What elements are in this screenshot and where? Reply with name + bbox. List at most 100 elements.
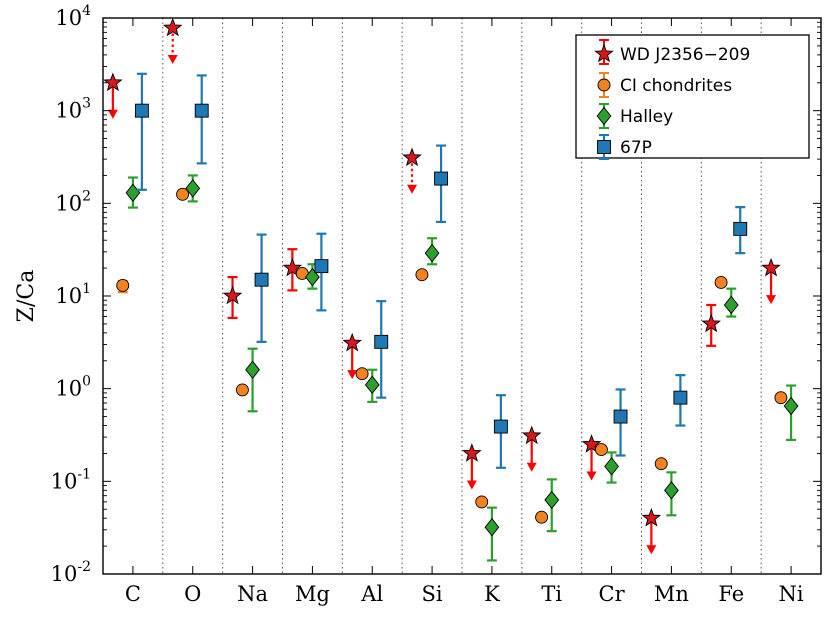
legend-entry: Halley [596,103,673,129]
y-tick-label: 10-1 [51,466,91,493]
data-point [761,257,781,305]
data-point [613,388,628,457]
data-point [664,471,679,517]
marker-star [641,507,662,527]
marker-diamond [245,360,260,379]
data-point [103,72,123,119]
marker-diamond [664,481,679,500]
upper-limit-arrow-head [466,480,477,490]
marker-star [581,434,602,453]
legend-entry: WD J2356−209 [594,39,750,65]
y-tick-label: 104 [55,3,91,30]
data-point [783,384,799,441]
data-point [342,332,362,380]
marker-diamond [723,295,739,315]
data-point [641,507,662,555]
data-point [521,425,542,472]
y-tick-label: 102 [55,188,91,215]
data-point [305,263,320,290]
series-diamond [125,174,799,562]
data-point [162,18,183,64]
data-point [402,147,422,194]
data-point [733,206,748,255]
series-star [103,18,781,555]
marker-diamond [604,457,619,476]
data-point [714,276,728,289]
marker-circle [176,187,190,201]
data-point [544,478,560,533]
y-tick-exponent: -2 [77,559,91,575]
legend-entry: CI chondrites [597,72,732,98]
marker-circle [774,391,788,405]
marker-circle [535,510,549,524]
legend-label: WD J2356−209 [620,45,750,65]
data-point [116,278,130,294]
x-tick-label: Mn [654,582,689,606]
data-point [434,144,449,224]
x-tick-label: Na [237,582,268,606]
legend-box [575,34,810,159]
legend-marker-diamond [596,106,612,126]
data-point [475,495,489,509]
x-tick-label: O [184,582,201,606]
y-tick-exponent: 0 [82,374,91,390]
marker-star [103,72,123,92]
x-axis: C O Na Mg Al Si K Ti Cr Mn Fe Ni [125,18,804,606]
data-point [424,237,440,266]
data-point [176,187,190,201]
marker-circle [235,383,249,397]
upper-limit-arrow-head [586,471,597,481]
y-tick-base: 10 [55,284,82,308]
data-point [125,176,141,209]
y-tick-base: 10 [55,99,82,123]
y-tick-label: 10-2 [51,559,91,586]
marker-square [374,334,389,349]
legend-marker-circle [597,78,611,92]
marker-star [402,147,422,167]
data-point [134,72,149,191]
marker-diamond [305,267,320,287]
upper-limit-arrow-head [167,54,178,64]
y-tick-exponent: 4 [82,3,91,19]
marker-circle [714,276,728,289]
data-point [654,457,668,471]
legend-label: 67P [620,138,652,158]
y-tick-label: 101 [55,281,91,308]
x-tick-label: Ni [779,582,804,606]
marker-square [733,221,748,236]
upper-limit-arrow-head [347,370,358,380]
series-circle [116,187,788,524]
upper-limit-arrow-head [407,184,418,194]
marker-circle [355,367,369,381]
marker-star [462,443,482,462]
data-point [673,374,688,427]
marker-circle [415,268,429,282]
y-tick-base: 10 [55,191,82,215]
data-point [701,303,721,347]
marker-square [673,390,688,405]
marker-diamond [484,517,500,537]
marker-star [761,257,781,277]
upper-limit-arrow-head [526,462,537,472]
upper-limit-arrow-head [646,545,657,555]
marker-circle [654,457,668,471]
marker-square [434,171,449,186]
x-tick-label: Ti [541,582,562,606]
data-point [723,287,739,318]
data-point [254,233,269,343]
data-point [364,368,380,403]
y-tick-label: 103 [55,96,91,123]
data-point [222,275,243,320]
x-tick-label: K [484,582,500,606]
y-tick-exponent: 1 [82,281,91,297]
marker-star [222,285,243,305]
y-tick-base: 10 [55,377,82,401]
data-point [604,451,619,484]
data-point [594,443,608,457]
x-tick-label: Cr [599,582,626,606]
y-tick-base: 10 [55,6,82,30]
legend-label: Halley [620,107,673,127]
data-point [374,300,389,399]
